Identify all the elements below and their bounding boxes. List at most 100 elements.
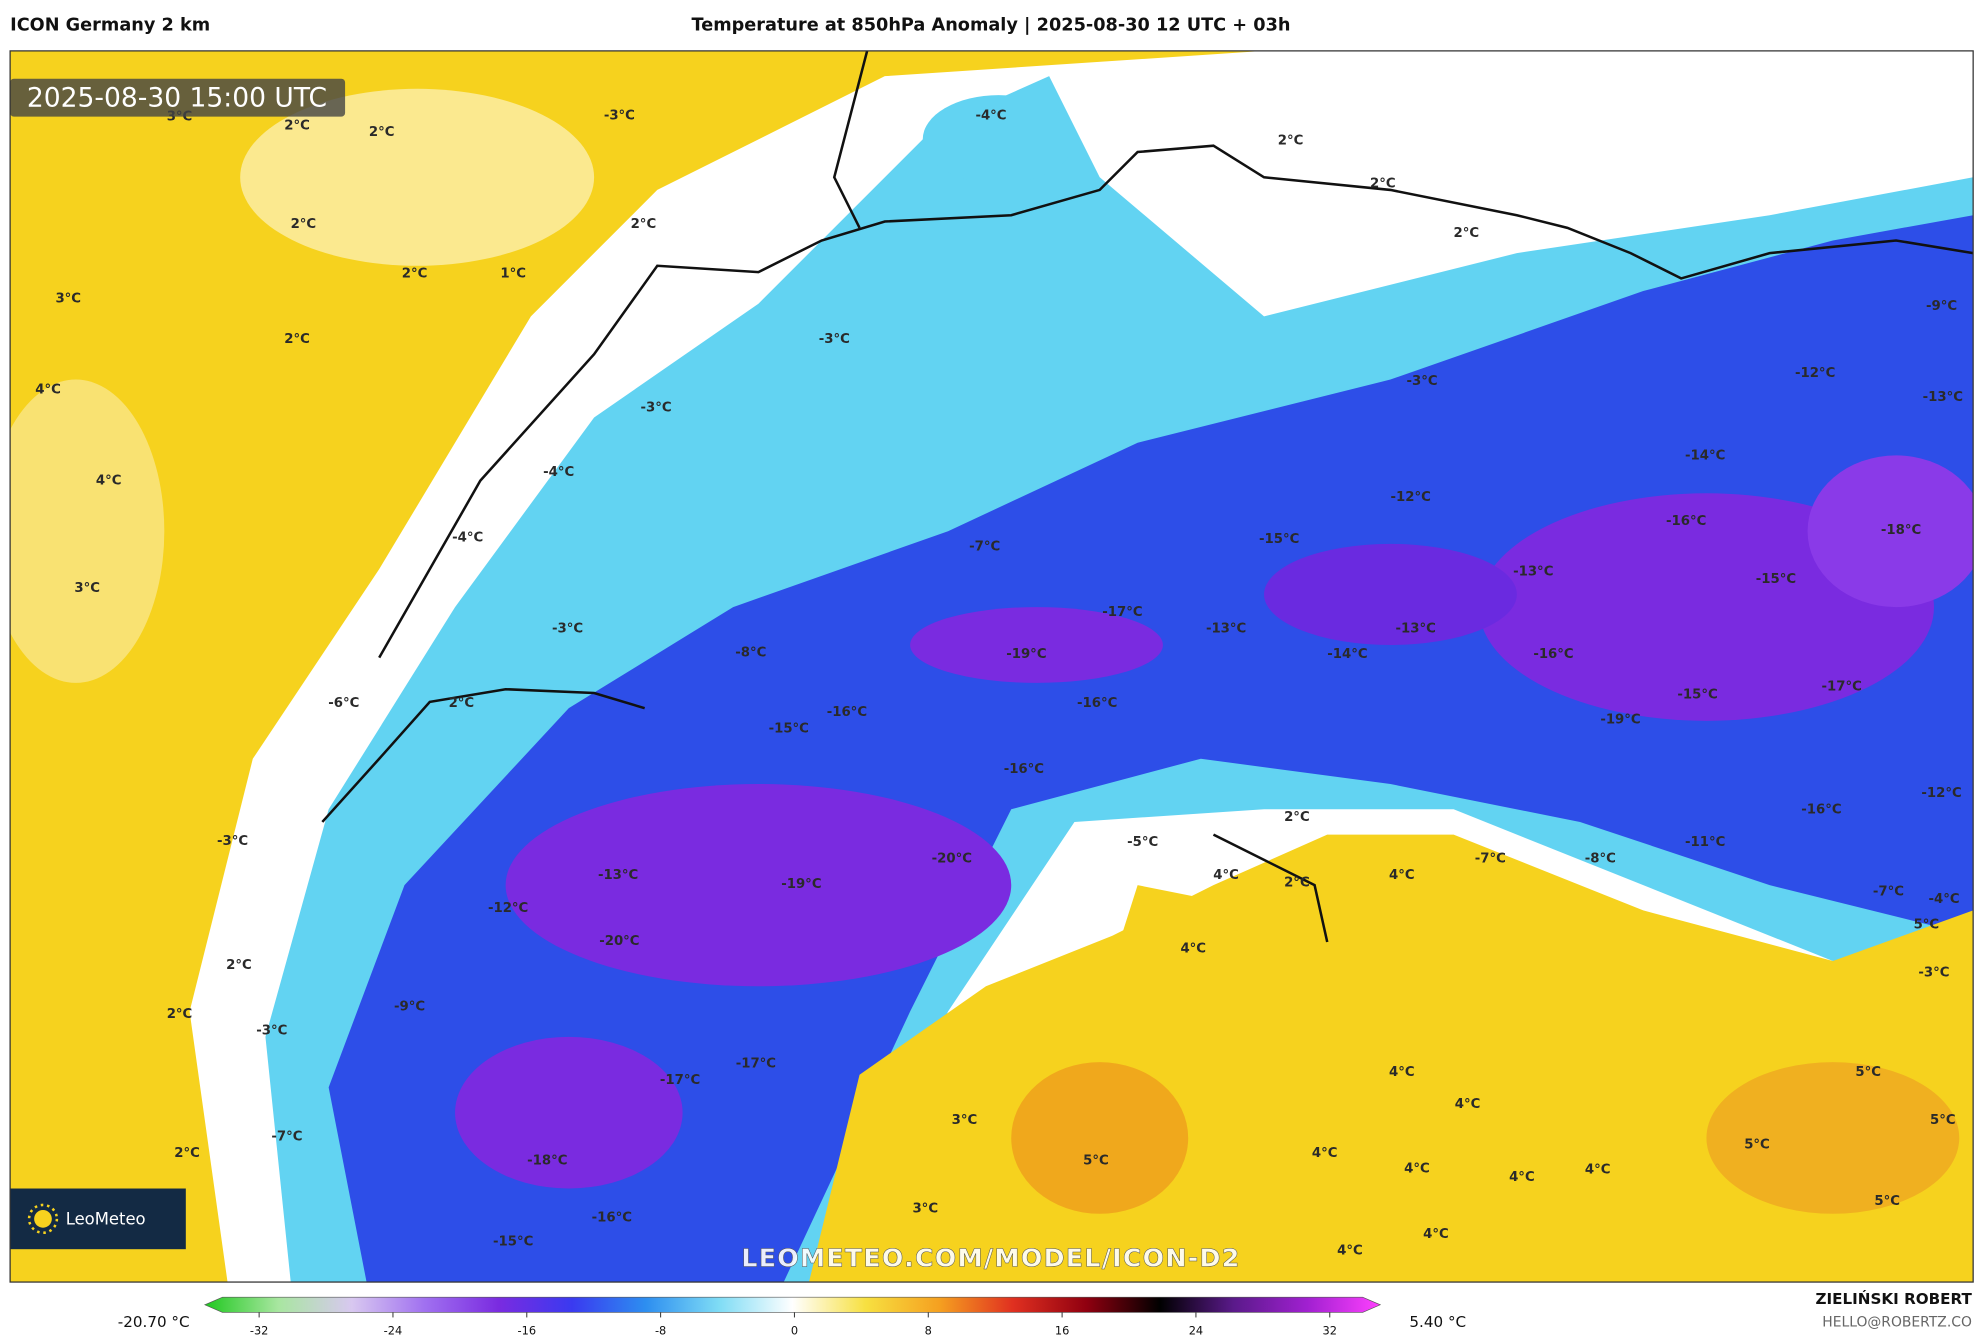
contour-label: 2°C bbox=[631, 217, 657, 232]
contour-label: 5°C bbox=[1744, 1137, 1770, 1152]
contour-label: -7°C bbox=[1873, 884, 1904, 899]
contour-label: 3°C bbox=[55, 292, 81, 307]
contour-label: -4°C bbox=[543, 465, 574, 480]
map-area: 3°C 2°C 2°C -3°C -4°C 2°C 2°C 2°C 2°C 2°C 2°C 1°C 3°… bbox=[10, 50, 1974, 1283]
contour-label: -16°C bbox=[1533, 647, 1573, 662]
contour-label: -16°C bbox=[1801, 802, 1841, 817]
contour-label: -6°C bbox=[328, 696, 359, 711]
contour-label: -3°C bbox=[1918, 965, 1949, 980]
contour-label: 4°C bbox=[35, 383, 61, 398]
contour-label: -17°C bbox=[660, 1073, 700, 1088]
border bbox=[832, 50, 869, 229]
contour-label: 2°C bbox=[1284, 810, 1310, 825]
contour-label: 4°C bbox=[1337, 1243, 1363, 1258]
contour-label: 4°C bbox=[1213, 868, 1239, 883]
contour-label: 4°C bbox=[1423, 1227, 1449, 1242]
colorbar-tick-label: -8 bbox=[655, 1323, 666, 1337]
colorbar-tick-label: -16 bbox=[518, 1323, 537, 1337]
colorbar-tick-label: 8 bbox=[925, 1323, 932, 1337]
contour-label: 4°C bbox=[1404, 1161, 1430, 1176]
border bbox=[321, 687, 646, 823]
contour-label: 5°C bbox=[1855, 1065, 1881, 1080]
logo-text: LeoMeteo bbox=[66, 1210, 146, 1229]
contour-label: 3°C bbox=[952, 1113, 978, 1128]
contour-label: -9°C bbox=[394, 999, 425, 1014]
contour-label: -15°C bbox=[1756, 572, 1796, 587]
email: HELLO@ROBERTZ.CO bbox=[1822, 1315, 1972, 1331]
contour-label: -16°C bbox=[827, 705, 867, 720]
contour-label: 2°C bbox=[449, 696, 475, 711]
contour-label: 4°C bbox=[1312, 1146, 1338, 1161]
contour-label: -12°C bbox=[1390, 490, 1430, 505]
contour-label: -4°C bbox=[452, 531, 483, 546]
contour-label: -18°C bbox=[527, 1154, 567, 1169]
map-labels: 3°C 2°C 2°C -3°C -4°C 2°C 2°C 2°C 2°C 2°C 2°C 1°C 3°… bbox=[35, 108, 1963, 1258]
contour-label: 1°C bbox=[500, 266, 526, 281]
contour-label: -3°C bbox=[640, 400, 671, 415]
contour-label: -19°C bbox=[781, 877, 821, 892]
contour-label: -19°C bbox=[1006, 647, 1046, 662]
colorbar-bar bbox=[203, 1296, 1382, 1313]
contour-label: 4°C bbox=[1389, 1065, 1415, 1080]
contour-label: 3°C bbox=[912, 1202, 938, 1217]
contour-label: 2°C bbox=[284, 332, 310, 347]
contour-label: 4°C bbox=[1509, 1170, 1535, 1185]
contour-label: -12°C bbox=[488, 901, 528, 916]
colorbar-tick-label: -32 bbox=[250, 1323, 269, 1337]
contour-label: -13°C bbox=[1923, 390, 1963, 405]
colorbar-tick-label: 16 bbox=[1055, 1323, 1069, 1337]
contour-label: -4°C bbox=[1929, 892, 1960, 907]
contour-label: -20°C bbox=[599, 934, 639, 949]
contour-label: 5°C bbox=[1874, 1194, 1900, 1209]
timestamp: 2025-08-30 15:00 UTC bbox=[27, 82, 327, 113]
contour-label: -14°C bbox=[1327, 647, 1367, 662]
colorbar-tick-label: 24 bbox=[1189, 1323, 1203, 1337]
contour-label: -13°C bbox=[1206, 622, 1246, 637]
contour-label: -3°C bbox=[256, 1024, 287, 1039]
purple-patch bbox=[1264, 543, 1517, 645]
cyan-patch bbox=[922, 95, 1075, 184]
purple-patch bbox=[1807, 455, 1974, 608]
author: ZIELIŃSKI ROBERT bbox=[1816, 1289, 1973, 1308]
colorbar-tick-label: -24 bbox=[384, 1323, 403, 1337]
colorbar-min: -20.70 °C bbox=[118, 1313, 190, 1331]
watermark: LEOMETEO.COM/MODEL/ICON-D2 bbox=[741, 1243, 1240, 1272]
contour-label: -15°C bbox=[1259, 532, 1299, 547]
purple-patch bbox=[910, 607, 1163, 683]
contour-label: -11°C bbox=[1685, 835, 1725, 850]
orange-patch bbox=[1706, 1062, 1960, 1214]
contour-label: 4°C bbox=[1585, 1163, 1611, 1178]
contour-label: 2°C bbox=[167, 1007, 193, 1022]
contour-label: -8°C bbox=[1585, 852, 1616, 867]
contour-label: 2°C bbox=[291, 217, 317, 232]
orange-patch bbox=[1011, 1062, 1189, 1214]
purple-patch bbox=[455, 1036, 683, 1189]
contour-label: -16°C bbox=[1666, 514, 1706, 529]
contour-label: 4°C bbox=[1455, 1097, 1481, 1112]
contour-label: -20°C bbox=[932, 852, 972, 867]
contour-label: -3°C bbox=[819, 332, 850, 347]
contour-label: -15°C bbox=[769, 721, 809, 736]
contour-label: 2°C bbox=[1278, 134, 1304, 149]
pale-patch bbox=[240, 88, 595, 266]
contour-label: -4°C bbox=[975, 108, 1006, 123]
contour-label: -18°C bbox=[1881, 523, 1921, 538]
contour-label: -7°C bbox=[1475, 852, 1506, 867]
contour-label: -15°C bbox=[493, 1235, 533, 1250]
contour-label: 4°C bbox=[1389, 868, 1415, 883]
contour-label: 5°C bbox=[1930, 1113, 1956, 1128]
contour-label: 2°C bbox=[1284, 876, 1310, 891]
colorbar-tick-label: 32 bbox=[1323, 1323, 1337, 1337]
contour-label: 5°C bbox=[1914, 917, 1940, 932]
purple-patch bbox=[505, 784, 1012, 987]
contour-label: -13°C bbox=[598, 868, 638, 883]
contour-label: 5°C bbox=[1083, 1154, 1109, 1169]
contour-label: -16°C bbox=[1004, 762, 1044, 777]
contour-label: -7°C bbox=[969, 539, 1000, 554]
contour-label: 2°C bbox=[226, 958, 252, 973]
contour-label: -3°C bbox=[1406, 374, 1437, 389]
contour-label: -13°C bbox=[1513, 565, 1553, 580]
contour-label: -7°C bbox=[271, 1130, 302, 1145]
contour-label: 2°C bbox=[402, 266, 428, 281]
contour-label: 2°C bbox=[284, 118, 310, 133]
